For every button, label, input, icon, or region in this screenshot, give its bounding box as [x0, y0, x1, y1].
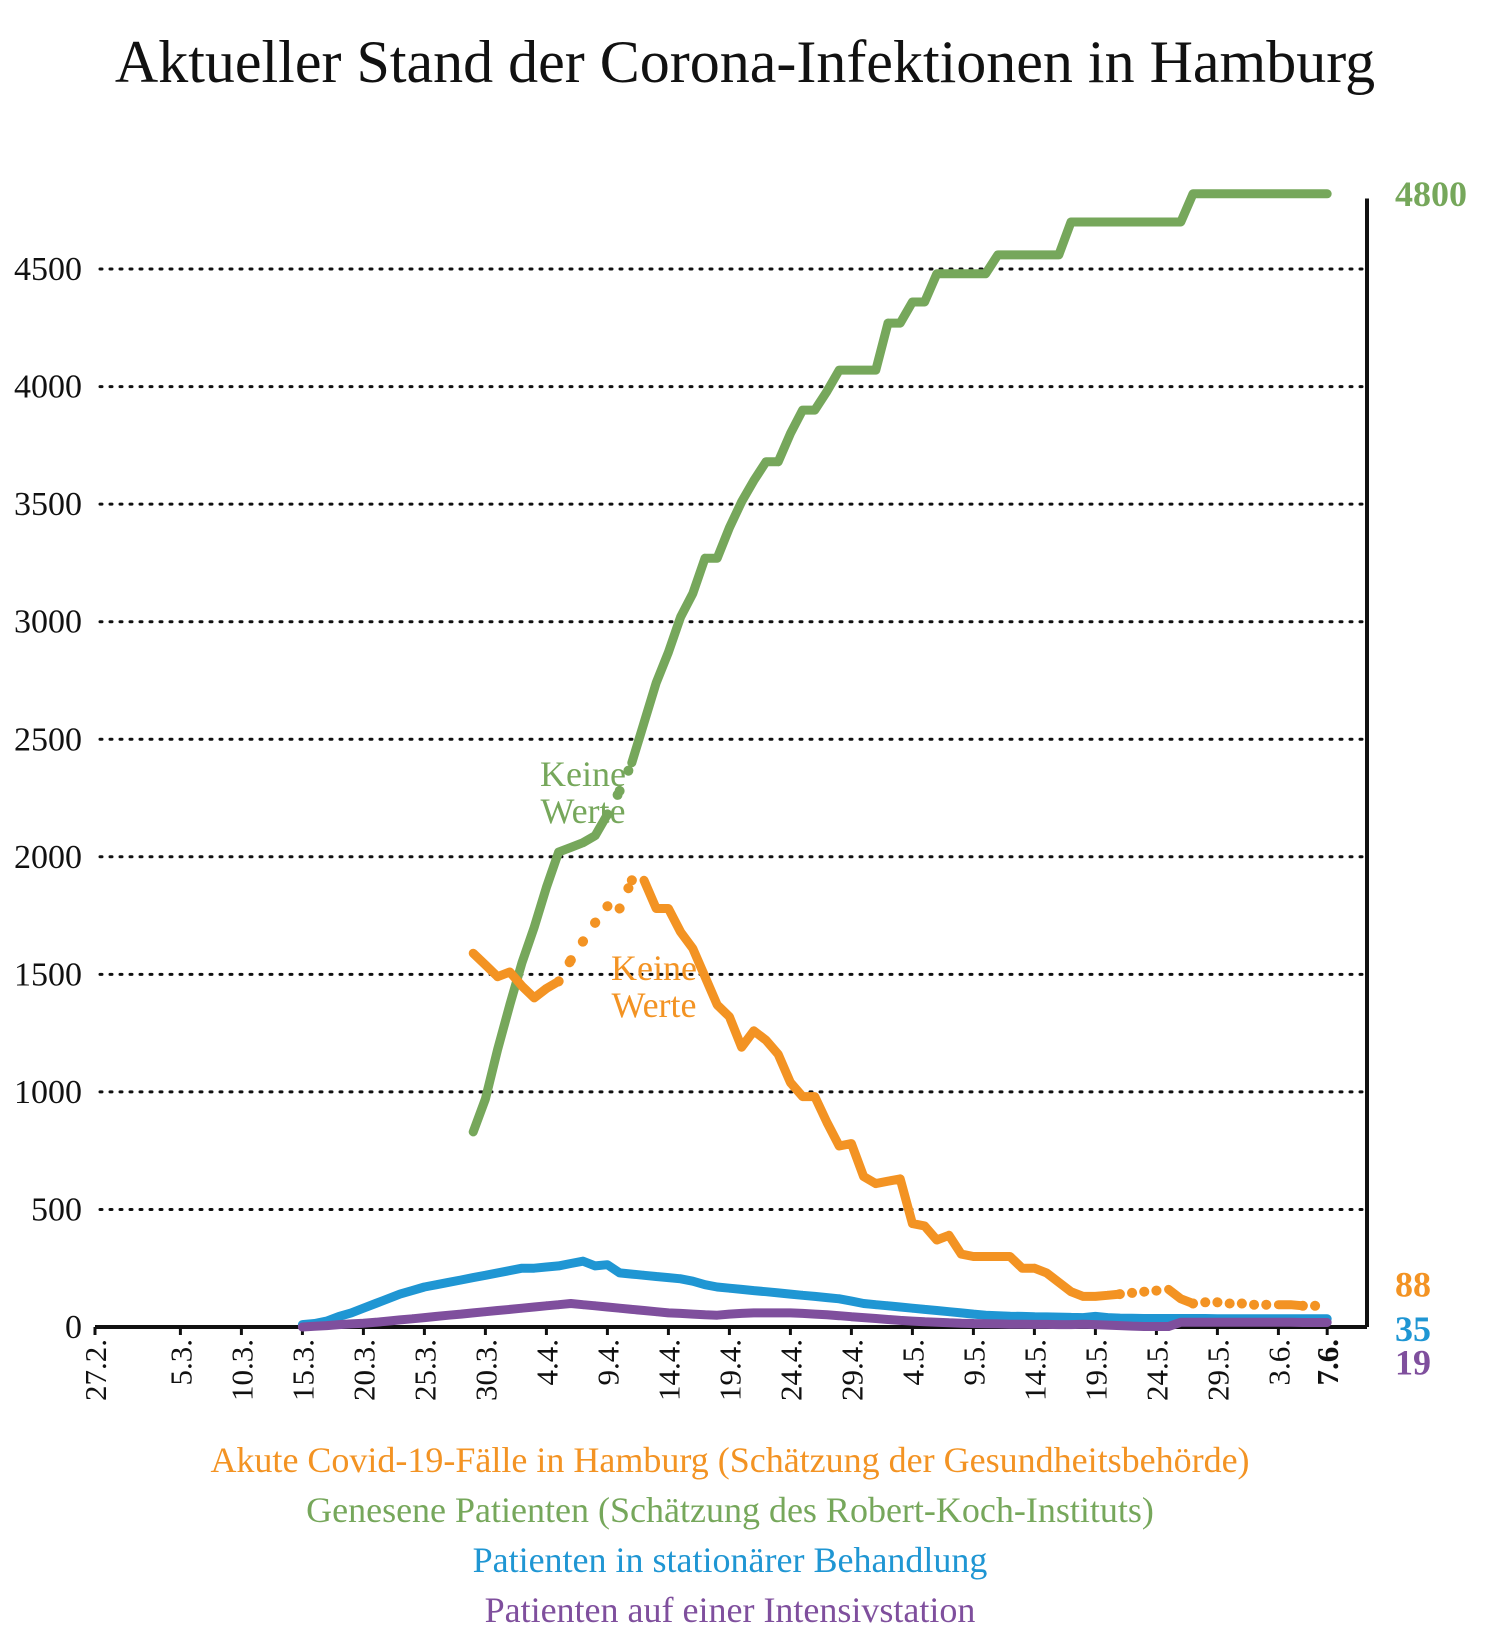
x-tick-label: 4.5. [895, 1339, 930, 1386]
end-label-0: 4800 [1395, 174, 1467, 214]
x-tick-label: 19.5. [1078, 1339, 1113, 1401]
annotation-1: Werte [611, 985, 696, 1025]
x-tick-label: 14.5. [1017, 1339, 1052, 1401]
x-tick-label: 24.4. [773, 1339, 808, 1401]
x-tick-label: 5.3. [163, 1339, 198, 1386]
chart-title: Aktueller Stand der Corona-Infektionen i… [115, 29, 1375, 95]
y-tick-label: 4000 [14, 369, 82, 406]
end-label-2: 35 [1395, 1309, 1431, 1349]
x-tick-label: 29.5. [1200, 1339, 1235, 1401]
grid [98, 267, 1364, 1211]
y-tick-label: 2000 [14, 839, 82, 876]
y-tick-label: 1000 [14, 1074, 82, 1111]
series-line-dotted-0 [602, 757, 637, 820]
axes [95, 198, 1369, 1329]
x-tick-label: 14.4. [651, 1339, 686, 1401]
x-tick-label: 20.3. [346, 1339, 381, 1401]
x-tick-label: 7.6. [1310, 1339, 1345, 1386]
legend-entry: Genesene Patienten (Schätzung des Robert… [306, 1490, 1154, 1530]
x-tick-label: 27.2. [78, 1339, 113, 1401]
x-tick-label: 9.5. [956, 1339, 991, 1386]
y-tick-label: 2500 [14, 721, 82, 758]
x-tick-label: 19.4. [712, 1339, 747, 1401]
annotation-0: Keine [540, 754, 626, 794]
legend-entry: Akute Covid-19-Fälle in Hamburg (Schätzu… [210, 1440, 1249, 1480]
y-tick-label: 0 [65, 1309, 82, 1346]
x-tick-label: 9.4. [590, 1339, 625, 1386]
legend: Akute Covid-19-Fälle in Hamburg (Schätzu… [210, 1440, 1249, 1630]
end-label-3: 19 [1395, 1343, 1431, 1383]
series-line-0 [468, 189, 1332, 1137]
legend-entry: Patienten in stationärer Behandlung [473, 1540, 988, 1580]
y-axis-ticks: 0 500 1000 1500 2000 2500 3000 3500 4000 4500 [14, 251, 82, 1346]
x-axis-ticks: 27.2. 5.3. 10.3. 15.3. 20.3. 25.3. 30.3. 4.4. 9.… [78, 1327, 1345, 1401]
y-tick-label: 4500 [14, 251, 82, 288]
y-tick-label: 3000 [14, 604, 82, 641]
x-tick-label: 3.6. [1261, 1339, 1296, 1386]
x-tick-label: 29.4. [834, 1339, 869, 1401]
x-tick-label: 30.3. [468, 1339, 503, 1401]
end-label-1: 88 [1395, 1264, 1431, 1304]
series-line-3 [297, 1299, 1332, 1332]
annotation-0: Werte [540, 791, 625, 831]
series-line-1 [468, 875, 1308, 1311]
x-tick-label: 25.3. [407, 1339, 442, 1401]
y-tick-label: 1500 [14, 956, 82, 993]
annotation-1: Keine [611, 948, 697, 988]
x-tick-label: 4.4. [529, 1339, 564, 1386]
y-tick-label: 500 [31, 1191, 82, 1228]
y-tick-label: 3500 [14, 486, 82, 523]
x-tick-label: 24.5. [1139, 1339, 1174, 1401]
x-tick-label: 15.3. [285, 1339, 320, 1401]
series-lines [297, 189, 1333, 1332]
x-tick-label: 10.3. [224, 1339, 259, 1401]
legend-entry: Patienten auf einer Intensivstation [485, 1590, 976, 1630]
